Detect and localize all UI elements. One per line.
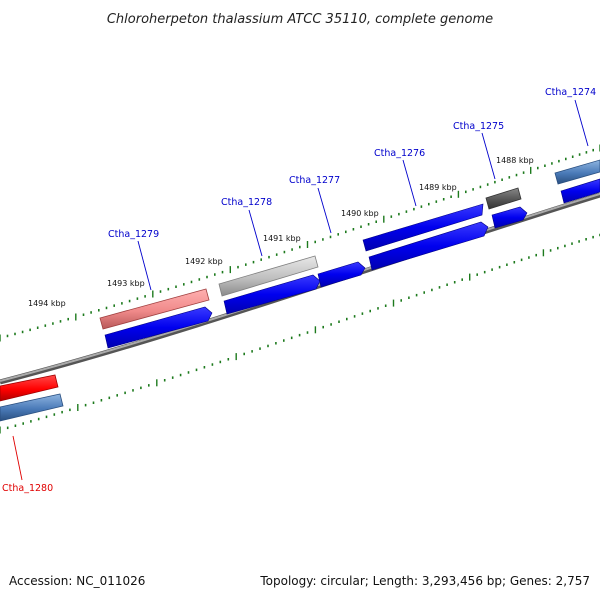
cds-arrow[interactable]	[104, 306, 213, 349]
cds-arrow[interactable]	[317, 261, 366, 288]
gene-label-ctha-1278[interactable]: Ctha_1278	[221, 197, 272, 208]
gene-leader-line	[481, 132, 496, 180]
gene-label-ctha-1275[interactable]: Ctha_1275	[453, 121, 504, 132]
cds-arrow[interactable]	[491, 206, 528, 229]
scale-label: 1490 kbp	[341, 209, 379, 218]
gene-feature-ctha-1280-lower[interactable]	[0, 393, 64, 422]
scale-label: 1491 kbp	[263, 234, 301, 243]
scale-label: 1489 kbp	[419, 183, 457, 192]
gene-leader-line	[317, 187, 332, 234]
inner-scale-ticks	[0, 233, 600, 434]
accession-text: Accession: NC_011026	[9, 574, 145, 588]
scale-label: 1488 kbp	[496, 156, 534, 165]
gene-leader-line	[574, 99, 589, 147]
gene-label-ctha-1274[interactable]: Ctha_1274	[545, 87, 596, 98]
gene-leader-line	[137, 240, 152, 291]
scale-label: 1492 kbp	[185, 257, 223, 266]
gene-label-ctha-1277[interactable]: Ctha_1277	[289, 175, 340, 186]
gene-feature-ctha-1278[interactable]	[218, 255, 319, 297]
gene-label-ctha-1279[interactable]: Ctha_1279	[108, 229, 159, 240]
outer-scale-ticks	[0, 144, 600, 342]
gene-feature-ctha-1280[interactable]	[0, 374, 59, 402]
cds-arrow[interactable]	[368, 221, 489, 271]
gene-label-ctha-1276[interactable]: Ctha_1276	[374, 148, 425, 159]
genome-summary-text: Topology: circular; Length: 3,293,456 bp…	[259, 574, 590, 588]
gene-feature-ctha-1275[interactable]	[485, 187, 522, 210]
gene-leader-line	[402, 159, 417, 207]
gene-leader-line	[12, 435, 23, 481]
scale-label: 1493 kbp	[107, 279, 145, 288]
cds-arrow[interactable]	[560, 178, 600, 204]
scale-label: 1494 kbp	[28, 299, 66, 308]
gene-leader-line	[248, 209, 263, 257]
map-title: Chloroherpeton thalassium ATCC 35110, co…	[107, 12, 493, 27]
gene-label-ctha-1280[interactable]: Ctha_1280	[2, 483, 53, 494]
gene-feature-ctha-1279[interactable]	[99, 288, 210, 330]
cds-arrow[interactable]	[223, 274, 321, 315]
cds-arrow[interactable]	[362, 203, 484, 252]
gene-feature-ctha-1274[interactable]	[554, 159, 600, 185]
